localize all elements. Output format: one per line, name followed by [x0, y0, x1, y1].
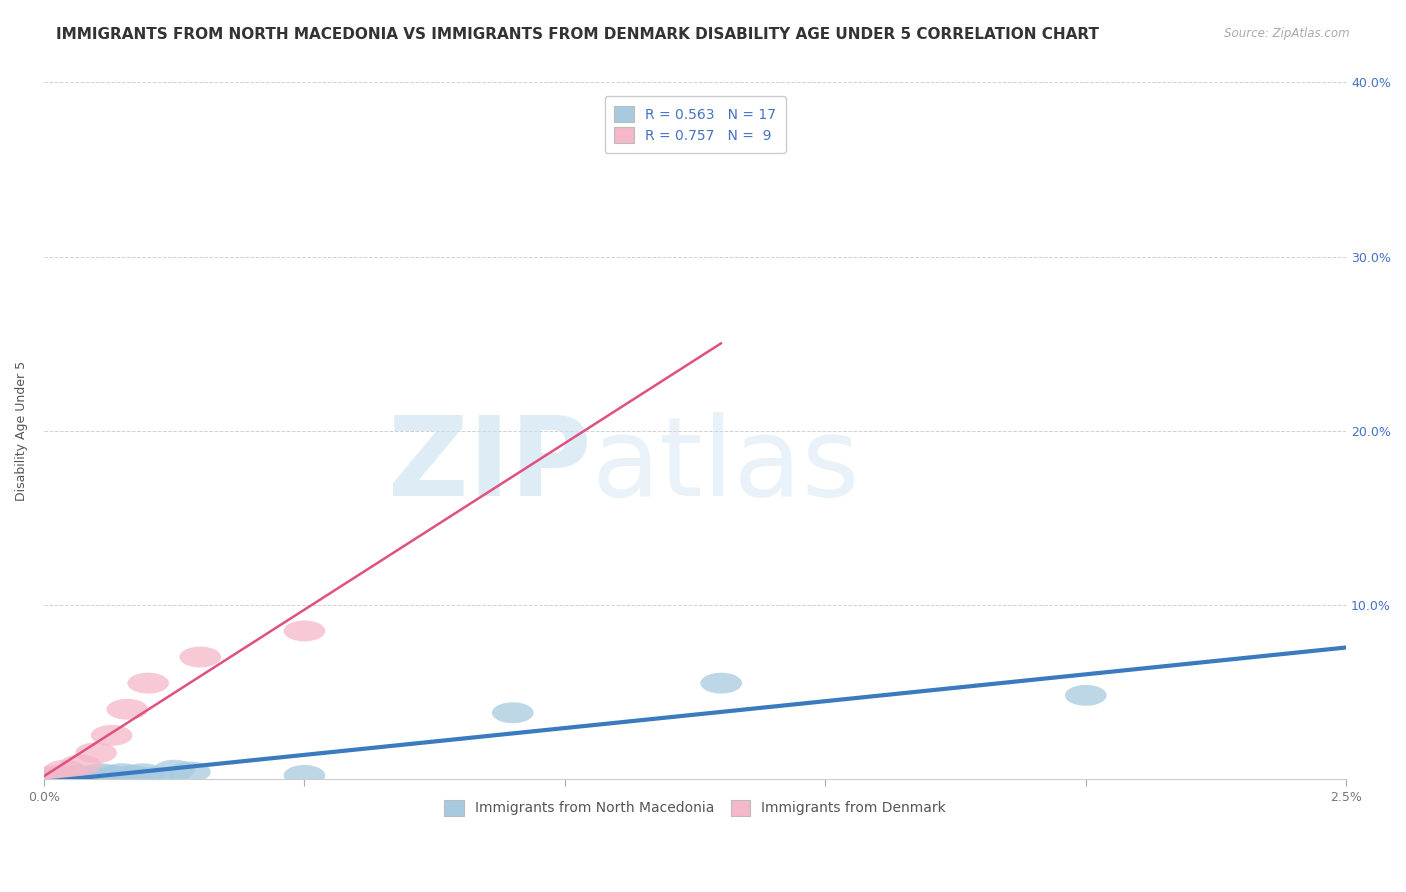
Ellipse shape [700, 673, 742, 694]
Ellipse shape [111, 765, 153, 786]
Ellipse shape [91, 765, 132, 786]
Ellipse shape [180, 647, 221, 667]
Text: Source: ZipAtlas.com: Source: ZipAtlas.com [1225, 27, 1350, 40]
Ellipse shape [76, 742, 117, 764]
Ellipse shape [91, 725, 132, 746]
Ellipse shape [492, 702, 534, 723]
Ellipse shape [34, 767, 76, 788]
Ellipse shape [59, 755, 101, 775]
Ellipse shape [107, 698, 148, 720]
Ellipse shape [55, 767, 96, 788]
Text: ZIP: ZIP [388, 412, 591, 519]
Ellipse shape [1064, 685, 1107, 706]
Ellipse shape [44, 760, 86, 780]
Y-axis label: Disability Age Under 5: Disability Age Under 5 [15, 360, 28, 500]
Ellipse shape [70, 767, 111, 788]
Ellipse shape [284, 765, 325, 786]
Ellipse shape [101, 764, 143, 784]
Ellipse shape [59, 765, 101, 786]
Ellipse shape [153, 760, 195, 780]
Ellipse shape [44, 767, 86, 788]
Text: atlas: atlas [591, 412, 859, 519]
Text: IMMIGRANTS FROM NORTH MACEDONIA VS IMMIGRANTS FROM DENMARK DISABILITY AGE UNDER : IMMIGRANTS FROM NORTH MACEDONIA VS IMMIG… [56, 27, 1099, 42]
Ellipse shape [34, 765, 76, 786]
Legend: Immigrants from North Macedonia, Immigrants from Denmark: Immigrants from North Macedonia, Immigra… [436, 791, 955, 824]
Ellipse shape [284, 621, 325, 641]
Ellipse shape [132, 767, 174, 788]
Ellipse shape [169, 762, 211, 782]
Ellipse shape [122, 764, 163, 784]
Ellipse shape [80, 764, 122, 784]
Ellipse shape [128, 673, 169, 694]
